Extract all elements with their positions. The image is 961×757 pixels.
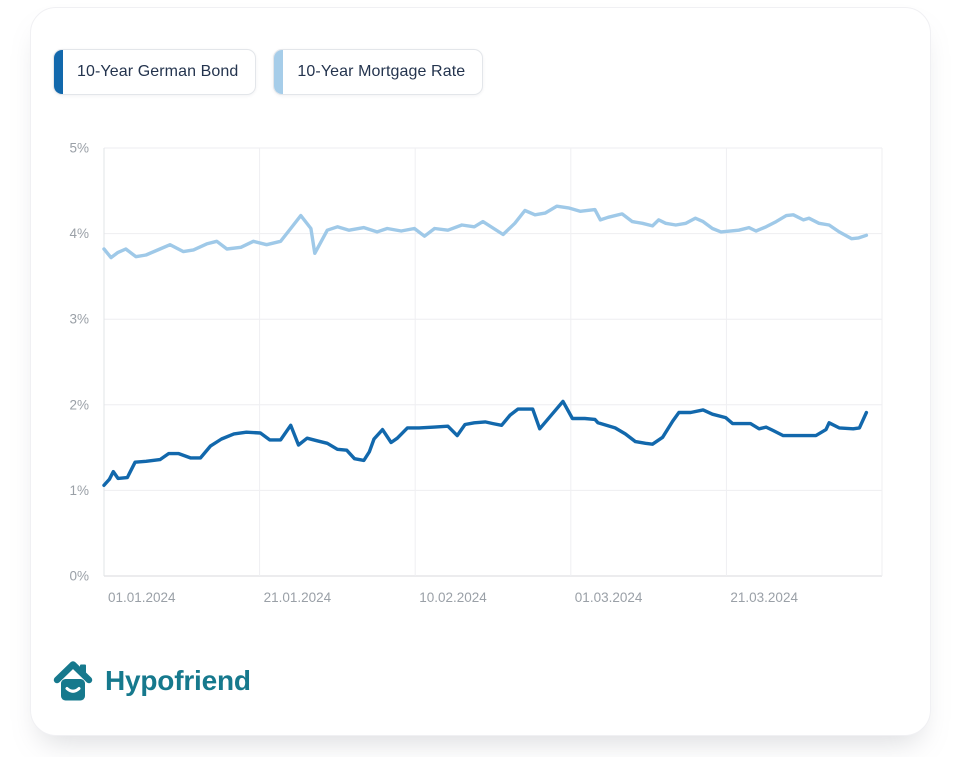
legend-label-german-bond: 10-Year German Bond <box>77 63 239 80</box>
series-line-10-year-mortgage-rate <box>102 204 869 260</box>
x-tick-label: 21.03.2024 <box>730 590 798 605</box>
series-line-10-year-german-bond <box>102 399 869 487</box>
y-tick-label: 0% <box>69 569 89 584</box>
y-tick-label: 4% <box>69 226 89 241</box>
legend-item-mortgage-rate[interactable]: 10-Year Mortgage Rate <box>273 49 484 95</box>
mortgage-rate-color-chip <box>274 50 284 94</box>
y-tick-label: 3% <box>69 312 89 327</box>
legend-item-german-bond[interactable]: 10-Year German Bond <box>53 49 257 95</box>
y-tick-label: 1% <box>69 483 89 498</box>
legend-label-mortgage-rate: 10-Year Mortgage Rate <box>297 63 466 80</box>
hypofriend-house-icon <box>53 661 93 701</box>
brand-name: Hypofriend <box>105 665 251 696</box>
x-tick-label: 01.01.2024 <box>108 590 176 605</box>
rates-chart-card: 10-Year German Bond 10-Year Mortgage Rat… <box>30 7 931 736</box>
brand-logo: Hypofriend <box>53 658 251 704</box>
y-tick-label: 2% <box>69 397 89 412</box>
y-tick-label: 5% <box>69 141 89 156</box>
rates-line-chart: 0% 1% 2% 3% 4% 5% 01.01.2024 21.01.2024 10.02.20… <box>69 141 883 605</box>
legend: 10-Year German Bond 10-Year Mortgage Rat… <box>53 49 484 95</box>
x-tick-label: 21.01.2024 <box>264 590 332 605</box>
x-tick-label: 10.02.2024 <box>419 590 487 605</box>
x-tick-label: 01.03.2024 <box>575 590 643 605</box>
german-bond-color-chip <box>54 50 63 94</box>
